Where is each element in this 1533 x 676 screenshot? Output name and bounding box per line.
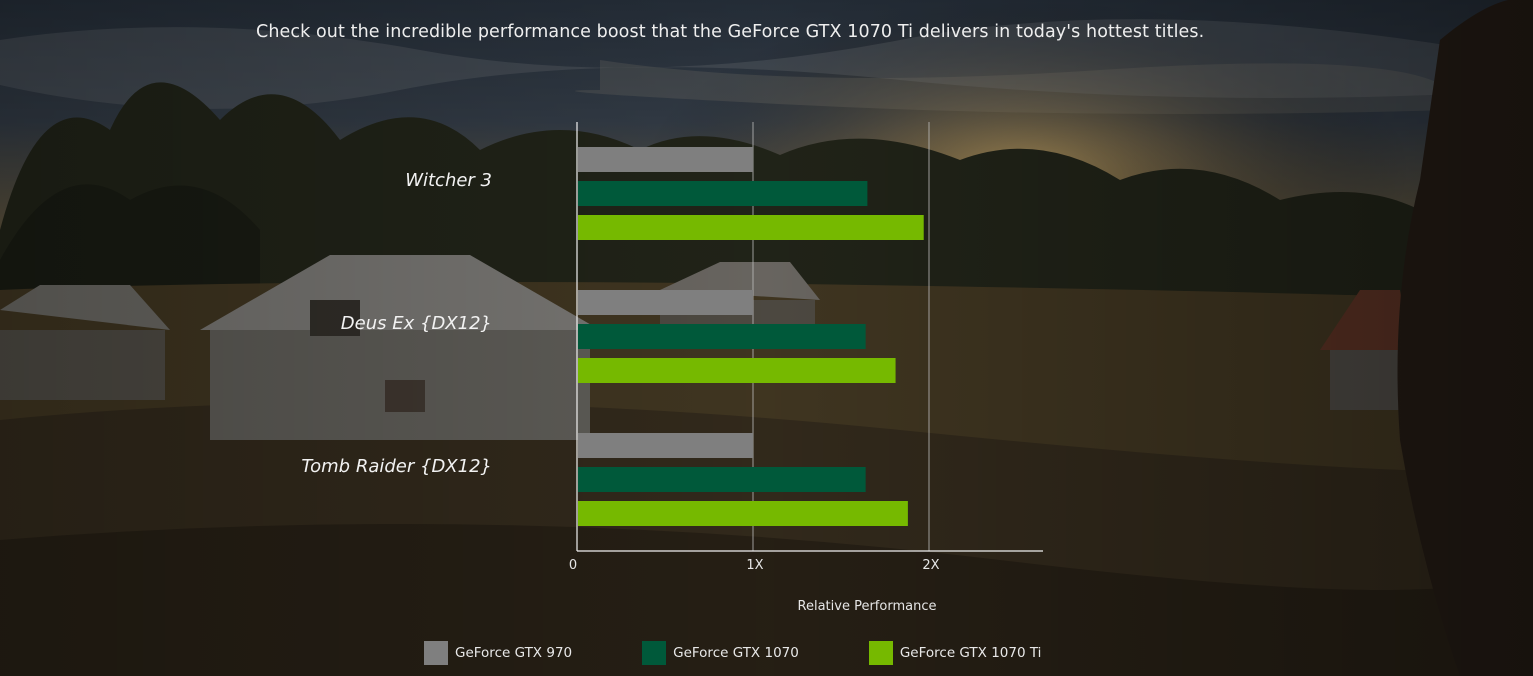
category-label-tomb-raider: Tomb Raider {DX12} (301, 456, 492, 477)
tick-labels: 0 1X 2X (569, 558, 940, 573)
tick-label-2: 2X (922, 558, 939, 573)
bar-witcher-3-gtx-970 (578, 147, 753, 172)
legend-swatch-gtx-1070-ti (868, 641, 893, 665)
legend-item-gtx-970: GeForce GTX 970 (424, 641, 572, 665)
tick-label-0: 0 (569, 558, 577, 573)
bar-tomb-raider-gtx-970 (578, 433, 753, 458)
chart-legend: GeForce GTX 970 GeForce GTX 1070 GeForce… (424, 640, 1041, 666)
bar-deus-ex-gtx-970 (578, 290, 753, 315)
legend-swatch-gtx-1070 (642, 641, 667, 665)
legend-item-gtx-1070-ti: GeForce GTX 1070 Ti (868, 641, 1042, 665)
category-label-witcher-3: Witcher 3 (405, 170, 492, 191)
legend-label-gtx-1070: GeForce GTX 1070 (673, 645, 799, 661)
category-label-deus-ex: Deus Ex {DX12} (341, 313, 492, 334)
bar-deus-ex-gtx-1070-ti (578, 358, 896, 383)
bars (578, 147, 924, 526)
category-labels: Witcher 3 Deus Ex {DX12} Tomb Raider {DX12… (301, 170, 492, 477)
tick-label-1: 1X (746, 558, 763, 573)
legend-swatch-gtx-970 (424, 641, 448, 665)
bar-deus-ex-gtx-1070 (578, 324, 866, 349)
page-headline: Check out the incredible performance boo… (256, 22, 1205, 42)
bar-witcher-3-gtx-1070-ti (578, 215, 924, 240)
bar-tomb-raider-gtx-1070-ti (578, 501, 908, 526)
legend-item-gtx-1070: GeForce GTX 1070 (642, 641, 799, 665)
x-axis-title: Relative Performance (798, 599, 937, 614)
legend-label-gtx-970: GeForce GTX 970 (455, 645, 573, 661)
bar-tomb-raider-gtx-1070 (578, 467, 866, 492)
legend-label-gtx-1070-ti: GeForce GTX 1070 Ti (899, 645, 1042, 661)
bar-witcher-3-gtx-1070 (578, 181, 868, 206)
